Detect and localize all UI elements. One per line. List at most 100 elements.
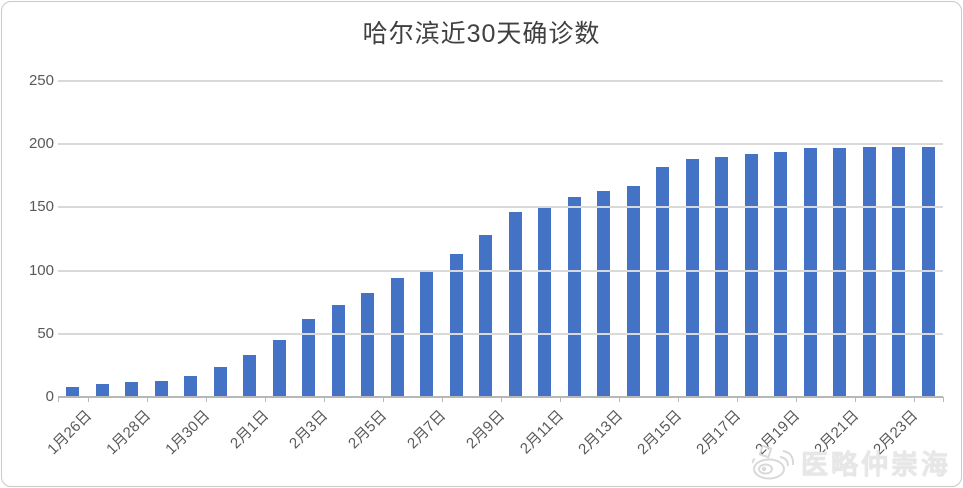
x-axis-tick	[441, 397, 443, 402]
bar-slot	[825, 81, 855, 397]
watermark-text: 医略仲崇海	[801, 450, 951, 480]
x-axis-tick	[618, 397, 620, 402]
bar-slot	[412, 81, 442, 397]
bar-slot	[855, 81, 885, 397]
x-tick-label-2月17日: 2月17日	[692, 407, 744, 459]
bar-1月27日	[95, 384, 109, 397]
bar-2月10日	[508, 212, 522, 397]
x-tick-label-2月11日: 2月11日	[516, 407, 567, 458]
bar-1月29日	[154, 380, 168, 397]
bar-slot	[560, 81, 590, 397]
bar-2月23日	[892, 146, 906, 397]
bar-slot	[796, 81, 826, 397]
bar-2月9日	[479, 235, 493, 397]
bar-1月26日	[66, 386, 80, 397]
watermark: 医略仲崇海	[751, 443, 951, 482]
gridline-250	[58, 80, 943, 82]
bar-slot	[265, 81, 295, 397]
bar-slot	[442, 81, 472, 397]
bar-2月18日	[744, 154, 758, 397]
x-axis-tick	[323, 397, 325, 402]
bar-slot	[206, 81, 236, 397]
x-tick-label-2月13日: 2月13日	[574, 407, 626, 459]
x-axis-tick	[205, 397, 207, 402]
bar-slot	[353, 81, 383, 397]
y-tick-label-200: 200	[28, 135, 54, 153]
x-tick-label-2月5日: 2月5日	[344, 407, 390, 453]
y-tick-label-100: 100	[28, 261, 54, 279]
bar-2月17日	[715, 156, 729, 397]
x-tick-label-2月7日: 2月7日	[403, 407, 449, 453]
x-axis-tick	[500, 397, 502, 402]
chart-title: 哈尔滨近30天确诊数	[362, 20, 601, 48]
bar-slot	[471, 81, 501, 397]
x-axis-tick	[736, 397, 738, 402]
bar-2月19日	[774, 151, 788, 397]
bar-2月2日	[272, 340, 286, 397]
bar-series	[58, 81, 943, 397]
bar-slot	[383, 81, 413, 397]
bar-slot	[294, 81, 324, 397]
bar-slot	[88, 81, 118, 397]
x-axis-tick	[146, 397, 148, 402]
bar-2月16日	[685, 159, 699, 397]
bar-2月15日	[656, 166, 670, 397]
bar-slot	[884, 81, 914, 397]
bar-2月8日	[449, 254, 463, 397]
bar-2月11日	[538, 207, 552, 397]
bar-2月1日	[243, 355, 257, 397]
x-axis-tick	[559, 397, 561, 402]
bar-slot	[176, 81, 206, 397]
y-tick-label-0: 0	[45, 388, 54, 405]
bar-2月4日	[331, 304, 345, 397]
x-tick-label-2月15日: 2月15日	[633, 407, 685, 459]
bar-slot	[619, 81, 649, 397]
x-axis-tick	[58, 397, 59, 402]
gridline-150	[58, 206, 943, 209]
bar-1月28日	[125, 381, 139, 397]
x-axis-tick	[795, 397, 797, 402]
bar-slot	[707, 81, 737, 397]
bar-slot	[324, 81, 354, 397]
bar-2月21日	[833, 148, 847, 397]
bar-slot	[58, 81, 88, 397]
gridline-100	[58, 269, 943, 272]
x-axis-tick	[87, 397, 89, 402]
bar-2月3日	[302, 318, 316, 397]
y-tick-label-150: 150	[28, 198, 54, 216]
bar-slot	[530, 81, 560, 397]
bar-slot	[235, 81, 265, 397]
bar-2月14日	[626, 185, 640, 397]
plot-area	[58, 80, 944, 402]
bar-slot	[117, 81, 147, 397]
gridline-200	[58, 143, 943, 146]
y-tick-label-50: 50	[37, 324, 54, 342]
x-tick-label-2月3日: 2月3日	[285, 407, 331, 453]
bar-slot	[766, 81, 796, 397]
x-axis-tick	[382, 397, 384, 402]
bar-2月22日	[862, 146, 876, 397]
bar-2月20日	[803, 148, 817, 397]
x-axis-tick	[264, 397, 266, 402]
bar-slot	[501, 81, 531, 397]
x-axis-tick	[913, 397, 915, 402]
x-tick-label-2月1日: 2月1日	[226, 407, 272, 453]
bar-slot	[914, 81, 944, 397]
x-tick-label-1月28日: 1月28日	[102, 407, 154, 459]
bar-2月5日	[361, 293, 375, 397]
bar-1月31日	[213, 366, 227, 397]
x-tick-label-2月9日: 2月9日	[462, 407, 508, 453]
bar-2月6日	[390, 278, 404, 397]
x-axis-tick	[943, 397, 944, 402]
y-tick-label-250: 250	[28, 72, 54, 89]
bar-2月13日	[597, 190, 611, 397]
bar-1月30日	[184, 375, 198, 397]
bar-slot	[147, 81, 177, 397]
bar-2月12日	[567, 197, 581, 397]
bar-slot	[678, 81, 708, 397]
x-tick-label-1月30日: 1月30日	[161, 407, 213, 459]
x-axis-tick	[677, 397, 679, 402]
gridline-50	[58, 332, 943, 335]
bar-slot	[589, 81, 619, 397]
bar-slot	[737, 81, 767, 397]
